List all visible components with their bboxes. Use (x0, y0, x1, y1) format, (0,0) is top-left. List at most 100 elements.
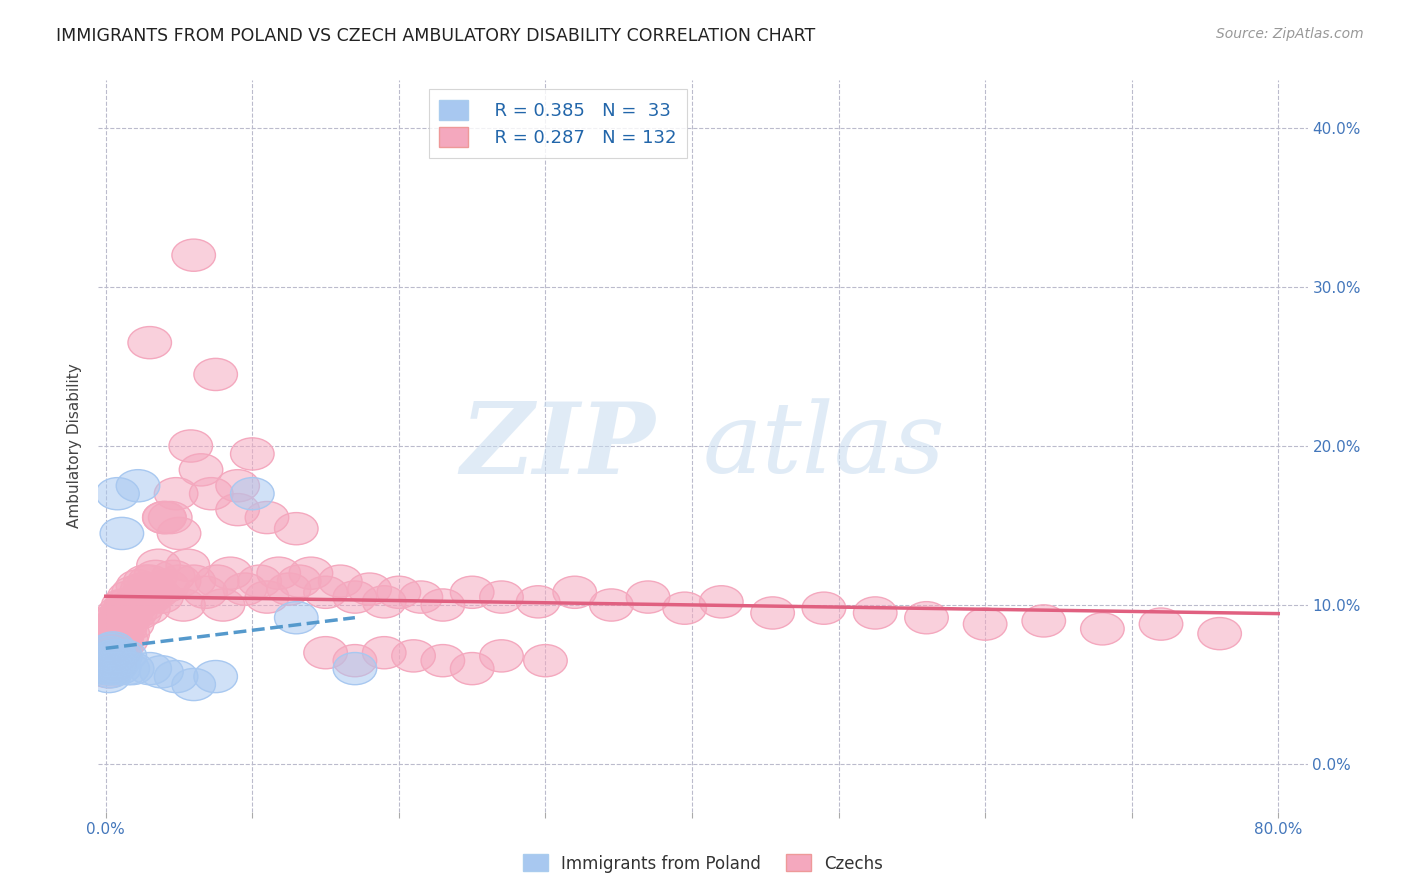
Ellipse shape (104, 624, 148, 657)
Ellipse shape (195, 565, 239, 598)
Ellipse shape (121, 573, 165, 605)
Ellipse shape (89, 629, 132, 661)
Ellipse shape (98, 624, 142, 657)
Ellipse shape (90, 653, 134, 685)
Ellipse shape (157, 517, 201, 549)
Ellipse shape (105, 605, 149, 637)
Ellipse shape (96, 477, 139, 510)
Ellipse shape (91, 640, 135, 672)
Ellipse shape (91, 605, 135, 637)
Ellipse shape (131, 573, 174, 605)
Ellipse shape (231, 438, 274, 470)
Ellipse shape (450, 576, 494, 608)
Ellipse shape (853, 597, 897, 629)
Ellipse shape (194, 660, 238, 693)
Ellipse shape (127, 592, 170, 624)
Ellipse shape (128, 653, 172, 685)
Ellipse shape (184, 576, 228, 608)
Ellipse shape (91, 653, 135, 685)
Ellipse shape (114, 597, 157, 629)
Ellipse shape (100, 517, 143, 549)
Ellipse shape (290, 558, 333, 590)
Ellipse shape (157, 565, 201, 598)
Ellipse shape (90, 624, 134, 657)
Ellipse shape (274, 601, 318, 634)
Ellipse shape (100, 597, 143, 629)
Ellipse shape (93, 649, 136, 681)
Ellipse shape (479, 640, 523, 672)
Ellipse shape (420, 645, 464, 677)
Ellipse shape (101, 605, 145, 637)
Ellipse shape (128, 326, 172, 359)
Ellipse shape (267, 573, 311, 605)
Ellipse shape (87, 660, 131, 693)
Ellipse shape (136, 549, 180, 582)
Text: Source: ZipAtlas.com: Source: ZipAtlas.com (1216, 27, 1364, 41)
Ellipse shape (97, 653, 141, 685)
Ellipse shape (89, 640, 132, 672)
Ellipse shape (166, 549, 209, 582)
Ellipse shape (904, 601, 948, 634)
Ellipse shape (217, 470, 260, 502)
Ellipse shape (377, 576, 420, 608)
Ellipse shape (98, 633, 142, 665)
Ellipse shape (128, 565, 172, 598)
Ellipse shape (179, 454, 222, 486)
Ellipse shape (91, 640, 135, 672)
Ellipse shape (363, 586, 406, 618)
Ellipse shape (105, 617, 149, 649)
Ellipse shape (399, 581, 443, 613)
Ellipse shape (94, 621, 138, 653)
Ellipse shape (231, 477, 274, 510)
Ellipse shape (333, 581, 377, 613)
Ellipse shape (98, 613, 142, 645)
Ellipse shape (139, 581, 183, 613)
Ellipse shape (224, 573, 267, 605)
Ellipse shape (101, 589, 145, 621)
Ellipse shape (194, 359, 238, 391)
Ellipse shape (94, 649, 138, 681)
Ellipse shape (89, 649, 132, 681)
Ellipse shape (91, 621, 135, 653)
Ellipse shape (626, 581, 669, 613)
Ellipse shape (86, 653, 129, 685)
Ellipse shape (479, 581, 523, 613)
Ellipse shape (86, 653, 129, 685)
Text: ZIP: ZIP (460, 398, 655, 494)
Ellipse shape (87, 633, 131, 665)
Ellipse shape (93, 624, 136, 657)
Ellipse shape (97, 637, 141, 669)
Ellipse shape (94, 629, 138, 661)
Ellipse shape (93, 613, 136, 645)
Text: atlas: atlas (703, 399, 945, 493)
Ellipse shape (89, 649, 132, 681)
Ellipse shape (347, 573, 391, 605)
Ellipse shape (1022, 605, 1066, 637)
Ellipse shape (94, 608, 138, 640)
Ellipse shape (110, 608, 153, 640)
Ellipse shape (90, 633, 134, 665)
Ellipse shape (516, 586, 560, 618)
Ellipse shape (117, 470, 160, 502)
Ellipse shape (245, 501, 288, 533)
Legend:   R = 0.385   N =  33,   R = 0.287   N = 132: R = 0.385 N = 33, R = 0.287 N = 132 (429, 89, 688, 158)
Ellipse shape (103, 597, 146, 629)
Ellipse shape (803, 592, 845, 624)
Ellipse shape (162, 589, 205, 621)
Ellipse shape (700, 586, 744, 618)
Ellipse shape (257, 558, 301, 590)
Ellipse shape (94, 637, 138, 669)
Ellipse shape (146, 570, 188, 602)
Ellipse shape (117, 570, 160, 602)
Ellipse shape (89, 637, 132, 669)
Ellipse shape (108, 597, 152, 629)
Ellipse shape (450, 653, 494, 685)
Ellipse shape (304, 576, 347, 608)
Ellipse shape (107, 581, 150, 613)
Ellipse shape (662, 592, 706, 624)
Ellipse shape (98, 640, 142, 672)
Ellipse shape (93, 640, 136, 672)
Ellipse shape (135, 576, 179, 608)
Ellipse shape (94, 645, 138, 677)
Ellipse shape (169, 430, 212, 462)
